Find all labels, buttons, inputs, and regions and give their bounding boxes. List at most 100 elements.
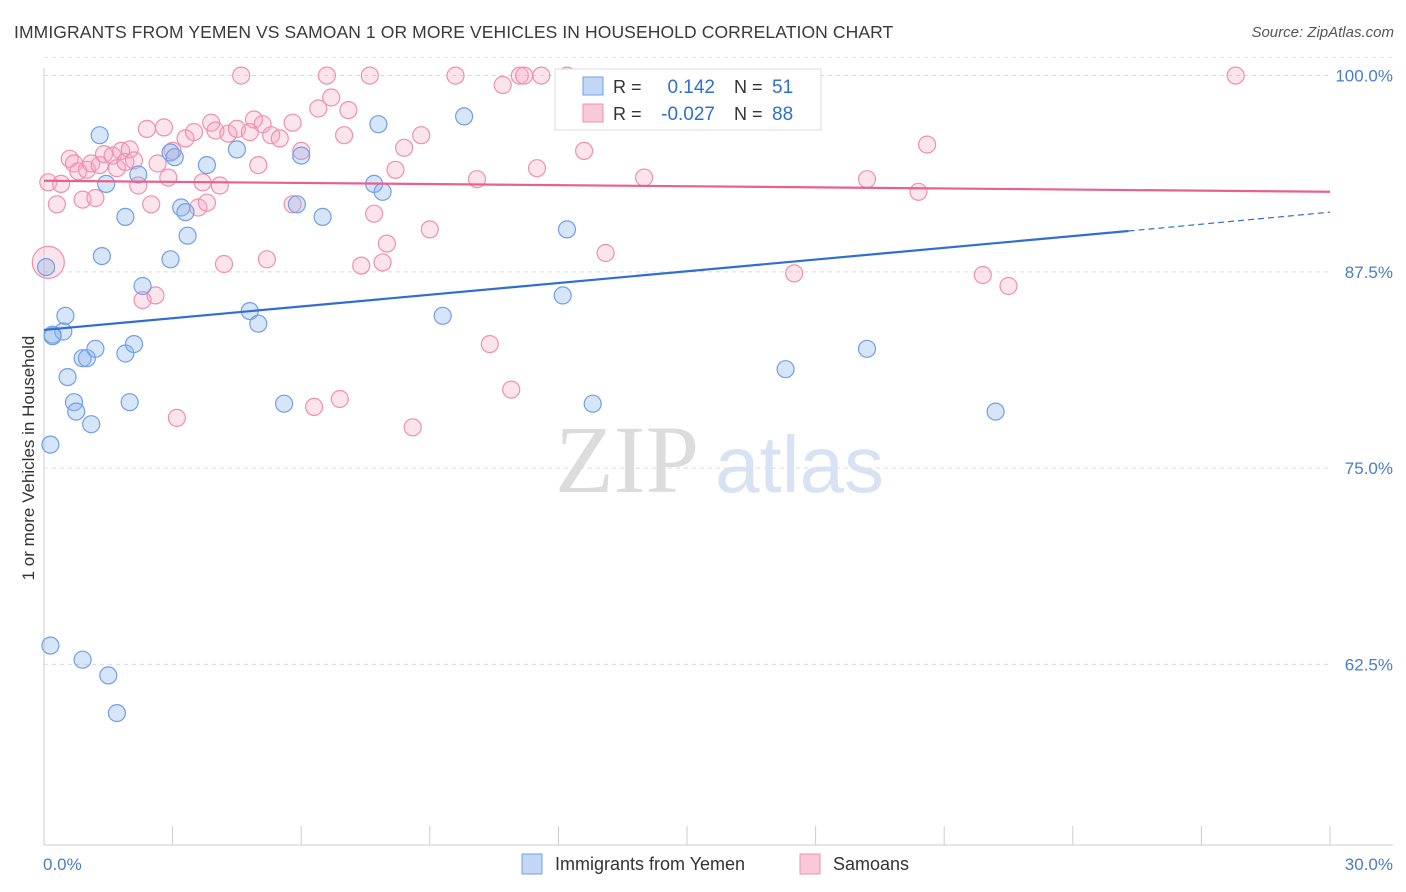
samoan-point-68 <box>493 75 512 95</box>
samoan-point-2 <box>51 174 71 193</box>
yemen-point-41 <box>583 394 602 413</box>
samoan-point-16 <box>120 140 139 159</box>
chart-title: IMMIGRANTS FROM YEMEN VS SAMOAN 1 OR MOR… <box>14 22 894 42</box>
samoan-points <box>31 66 1245 437</box>
samoan-point-60 <box>386 160 405 179</box>
x-tick-label-max: 30.0% <box>1345 855 1393 874</box>
legend-n-value-samoan: 88 <box>772 104 793 125</box>
yemen-point-29 <box>249 314 268 333</box>
samoan-point-41 <box>249 156 268 175</box>
samoan-point-49 <box>309 99 328 118</box>
samoan-point-78 <box>785 264 804 283</box>
yemen-point-44 <box>986 402 1005 421</box>
samoan-point-71 <box>514 66 534 85</box>
yemen-point-15 <box>116 207 135 226</box>
yemen-point-27 <box>227 140 246 159</box>
samoan-point-20 <box>137 119 156 138</box>
samoan-point-26 <box>167 408 186 427</box>
samoan-point-85 <box>283 113 302 132</box>
yemen-point-6 <box>67 402 86 421</box>
samoan-point-28 <box>184 123 204 142</box>
yemen-point-40 <box>557 220 577 239</box>
yemen-point-49 <box>107 703 127 723</box>
y-tick-labels: 100.0% 87.5% 75.0% 62.5% <box>1335 67 1393 675</box>
yemen-point-7 <box>73 349 92 368</box>
yemen-point-18 <box>129 165 148 184</box>
yemen-point-48 <box>99 666 118 685</box>
samoan-point-67 <box>480 335 499 354</box>
yemen-point-38 <box>455 107 474 126</box>
samoan-point-69 <box>502 380 521 399</box>
samoan-point-72 <box>527 159 547 178</box>
samoan-point-46 <box>283 195 302 214</box>
samoan-point-81 <box>917 135 937 154</box>
y-tick-label-1: 87.5% <box>1345 263 1393 282</box>
samoan-point-65 <box>446 66 465 85</box>
yemen-point-13 <box>97 174 116 193</box>
source-label: Source: ZipAtlas.com <box>1251 24 1394 41</box>
samoan-point-61 <box>395 138 414 157</box>
legend: R = 0.142 N = 51 R = -0.027 N = 88 <box>554 68 822 131</box>
samoan-point-57 <box>365 204 384 223</box>
samoan-point-58 <box>373 253 392 272</box>
yemen-point-46 <box>41 636 60 655</box>
legend-n-value-yemen: 51 <box>772 77 793 98</box>
yemen-point-32 <box>292 146 311 165</box>
legend-n-label-samoan: N = <box>734 104 763 124</box>
bottom-legend-swatch-samoan <box>799 853 821 875</box>
yemen-point-21 <box>161 250 180 269</box>
watermark-atlas: atlas <box>715 420 884 509</box>
legend-swatch-samoan <box>582 103 604 123</box>
samoan-point-36 <box>219 124 238 143</box>
samoan-point-80 <box>909 182 928 201</box>
yemen-point-17 <box>124 335 144 354</box>
samoan-point-62 <box>403 418 422 437</box>
yemen-point-35 <box>369 115 388 134</box>
samoan-point-84 <box>1226 66 1245 85</box>
yemen-trend-extension <box>1128 211 1331 232</box>
axes <box>43 68 1393 846</box>
samoan-point-48 <box>305 397 324 416</box>
samoan-point-76 <box>596 243 615 263</box>
samoan-point-75 <box>574 141 594 160</box>
samoan-point-70 <box>510 66 529 85</box>
yemen-point-22 <box>165 148 184 167</box>
samoan-point-53 <box>335 126 354 145</box>
bottom-legend-label-samoan: Samoans <box>833 854 909 874</box>
legend-swatch-yemen <box>582 76 604 96</box>
yemen-point-26 <box>197 156 216 175</box>
yemen-point-42 <box>776 360 795 379</box>
samoan-point-21 <box>142 195 161 214</box>
samoan-point-24 <box>159 168 178 187</box>
yemen-point-45 <box>41 435 60 454</box>
yemen-point-25 <box>178 226 197 245</box>
samoan-point-87 <box>31 245 65 279</box>
samoan-point-17 <box>124 151 144 170</box>
samoan-point-47 <box>292 141 311 160</box>
y-tick-label-0: 100.0% <box>1335 67 1393 86</box>
samoan-point-86 <box>146 286 165 305</box>
samoan-point-54 <box>339 100 358 120</box>
y-tick-label-2: 75.0% <box>1345 459 1393 478</box>
yemen-point-9 <box>82 415 101 434</box>
legend-r-label-samoan: R = <box>613 104 642 124</box>
samoan-point-35 <box>214 254 234 274</box>
samoan-point-64 <box>420 220 439 239</box>
samoan-point-31 <box>197 193 216 212</box>
samoan-point-77 <box>634 168 654 187</box>
yemen-point-30 <box>275 394 294 413</box>
samoan-point-59 <box>377 234 396 253</box>
samoan-point-23 <box>154 118 174 137</box>
x-tick-label-min: 0.0% <box>43 855 82 874</box>
samoan-point-55 <box>352 256 371 275</box>
watermark-zip: ZIP <box>555 406 699 513</box>
yemen-point-16 <box>120 393 139 412</box>
trend-lines <box>43 179 1331 332</box>
samoan-point-83 <box>999 276 1018 296</box>
y-axis-label: 1 or more Vehicles in Household <box>19 336 38 581</box>
yemen-point-39 <box>553 286 572 305</box>
samoan-point-51 <box>322 88 341 107</box>
samoan-point-73 <box>532 66 551 85</box>
watermark: ZIP atlas <box>555 406 884 513</box>
